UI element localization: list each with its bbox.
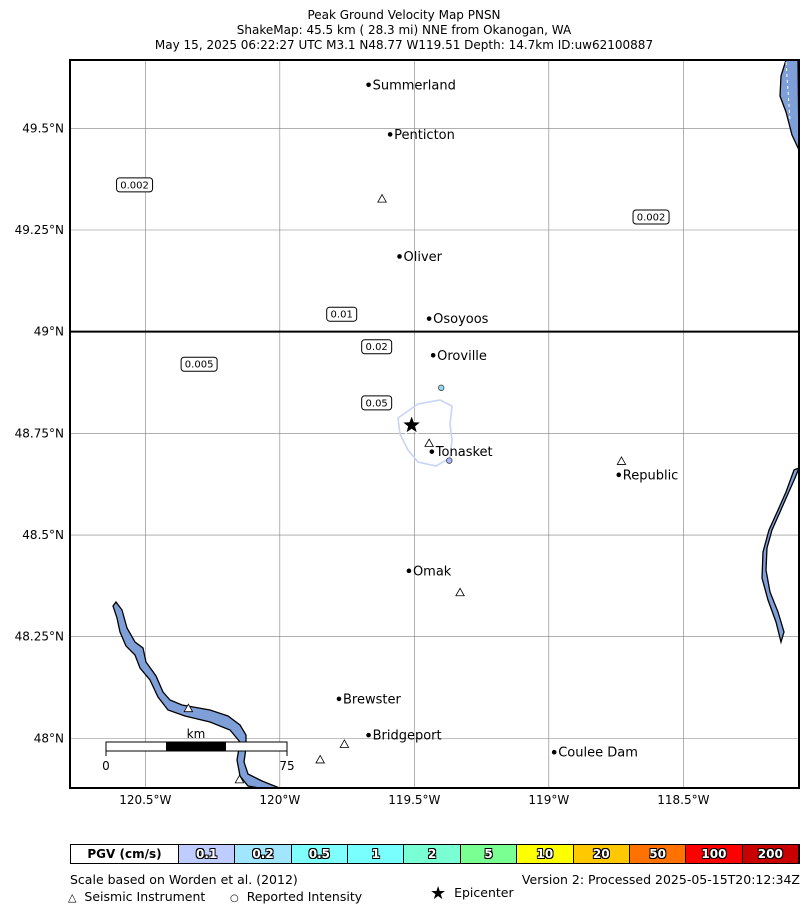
seismic-instrument-icon xyxy=(455,587,465,597)
seismic-instrument-icon xyxy=(315,754,326,764)
map-background xyxy=(70,60,799,788)
legend-bin: 5 xyxy=(460,845,518,863)
map-frame xyxy=(69,59,800,789)
lat-tick-label: 49.25°N xyxy=(15,223,64,237)
city-label: Coulee Dam xyxy=(558,746,638,761)
contour-label-box xyxy=(361,339,393,355)
legend-bin: 20 xyxy=(573,845,630,863)
city-marker xyxy=(336,696,342,702)
seismic-instrument-icon xyxy=(234,774,245,784)
legend-bin: 10 xyxy=(517,845,574,863)
contour-label: 0.01 xyxy=(331,310,353,321)
scale-bar: km 0 75 xyxy=(102,727,294,773)
circle-icon: ○ xyxy=(230,893,239,904)
legend-label: PGV (cm/s) xyxy=(71,845,179,863)
contour-label-box xyxy=(326,306,358,322)
city-label: Republic xyxy=(623,468,679,483)
seismic-instrument-icon xyxy=(424,438,435,447)
contour-label-box xyxy=(116,177,154,193)
city-marker xyxy=(430,352,436,358)
contour-label: 0.02 xyxy=(366,342,388,353)
lake-right xyxy=(761,467,799,645)
lon-tick-label: 119°W xyxy=(528,793,569,807)
lat-tick-label: 49.5°N xyxy=(22,121,64,135)
city-marker xyxy=(387,132,393,137)
seismic-instrument-icon xyxy=(339,739,350,748)
lon-tick-label: 120°W xyxy=(259,793,300,807)
city-label: Oliver xyxy=(404,250,443,265)
seismic-instrument-icon xyxy=(183,703,194,713)
legend-bin: 200 xyxy=(742,845,799,863)
seismic-instrument-icon xyxy=(616,456,627,465)
city-marker xyxy=(551,749,557,755)
lon-tick-label: 119.5°W xyxy=(388,793,440,807)
pgv-contour-0.05 xyxy=(397,399,453,467)
city-marker xyxy=(406,568,412,574)
city-marker xyxy=(397,254,402,259)
key-epicenter-label: Epicenter xyxy=(454,885,514,900)
lat-tick-label: 49°N xyxy=(34,325,64,339)
contour-label: 0.05 xyxy=(366,398,388,409)
contour-label: 0.002 xyxy=(120,180,149,191)
legend-bin: 0.1 xyxy=(179,845,236,863)
map-subtitle: ShakeMap: 45.5 km ( 28.3 mi) NNE from Ok… xyxy=(236,23,572,37)
contour-label-box xyxy=(180,356,218,372)
city-label: Tonasket xyxy=(435,445,493,460)
scale-end: 75 xyxy=(279,759,294,773)
legend-bin: 2 xyxy=(404,845,461,863)
legend-bin: 100 xyxy=(686,845,743,863)
scale-start: 0 xyxy=(102,759,110,773)
legend-bin: 0.2 xyxy=(235,845,292,863)
contour-label: 0.002 xyxy=(637,212,666,223)
lat-tick-label: 48.5°N xyxy=(22,528,64,542)
city-marker xyxy=(366,732,371,738)
triangle-icon: △ xyxy=(68,891,77,904)
epicenter-star-icon xyxy=(400,413,423,435)
city-label: Penticton xyxy=(394,128,455,143)
lon-tick-label: 120.5°W xyxy=(119,793,171,807)
lat-tick-label: 48.75°N xyxy=(15,426,64,440)
city-label: Brewster xyxy=(343,692,401,707)
city-label: Omak xyxy=(413,564,452,579)
city-marker xyxy=(616,472,622,478)
legend-key-reported: ○ Reported Intensity xyxy=(230,889,362,906)
river-columbia xyxy=(112,600,282,788)
shakemap: Summerland Penticton Oliver Osoyoos Oroville… xyxy=(15,59,800,807)
reported-intensity-icon xyxy=(446,457,453,464)
lat-tick-label: 48°N xyxy=(34,731,64,745)
reported-intensity-icon xyxy=(438,384,445,391)
city-marker xyxy=(366,82,371,88)
seismic-instrument-icon xyxy=(377,193,387,203)
map-title: Peak Ground Velocity Map PNSN xyxy=(307,8,501,22)
city-label: Summerland xyxy=(373,78,456,93)
city-marker xyxy=(429,449,435,454)
lon-tick-label: 118.5°W xyxy=(657,793,709,807)
legend-bin: 0.5 xyxy=(291,845,349,863)
legend-key-epicenter: ★ Epicenter xyxy=(430,883,514,904)
version-text: Version 2: Processed 2025-05-15T20:12:34… xyxy=(521,872,800,887)
city-marker xyxy=(426,316,432,321)
key-instrument-label: Seismic Instrument xyxy=(84,889,206,904)
lake-dash xyxy=(785,61,791,121)
contour-label: 0.005 xyxy=(185,360,214,371)
legend-bin: 1 xyxy=(348,845,405,863)
scale-unit: km xyxy=(187,727,206,741)
legend-bin: 50 xyxy=(629,845,687,863)
key-reported-label: Reported Intensity xyxy=(246,889,363,904)
city-label: Bridgeport xyxy=(373,729,442,744)
lat-tick-label: 48.25°N xyxy=(15,630,64,644)
star-icon: ★ xyxy=(430,883,447,904)
event-info: May 15, 2025 06:22:27 UTC M3.1 N48.77 W1… xyxy=(154,38,654,52)
credit-text: Scale based on Worden et al. (2012) xyxy=(70,872,298,887)
legend-key-instrument: △ Seismic Instrument xyxy=(68,889,205,905)
city-label: Oroville xyxy=(437,349,487,364)
contour-label-box xyxy=(632,209,670,225)
contour-label-box xyxy=(361,395,393,411)
city-label: Osoyoos xyxy=(433,312,489,327)
